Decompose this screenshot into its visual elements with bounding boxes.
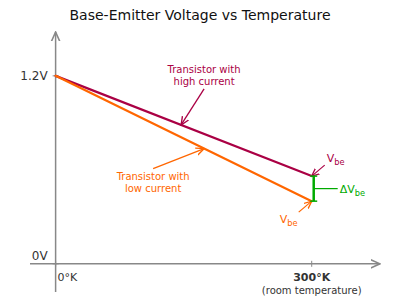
x-axis [30, 263, 380, 265]
x-tick-label: 0°K [58, 271, 78, 284]
end-label-arrow [312, 165, 325, 176]
annotation: Transistor withlow current [116, 171, 190, 194]
series-line [56, 76, 312, 176]
label-subscript: be [334, 157, 344, 167]
title: Base-Emitter Voltage vs Temperature [70, 7, 331, 23]
annotation-arrow [153, 149, 204, 169]
label-subscript: be [287, 218, 297, 228]
annotation-arrow [181, 89, 204, 125]
x-tick-label: 300°K [293, 271, 330, 284]
delta-label: ΔVbe [340, 183, 365, 198]
delta-cap [310, 175, 317, 177]
x-tick [311, 261, 312, 267]
annotation-line: Transistor with [116, 171, 190, 182]
x-axis-label: (room temperature) [262, 285, 362, 296]
y-tick-label: 0V [32, 249, 49, 263]
annotation-line: high current [174, 76, 235, 87]
label-subscript: be [355, 188, 365, 198]
end-label: Vbe [327, 152, 345, 167]
chart: Base-Emitter Voltage vs Temperature 0°K 30… [0, 0, 400, 306]
y-axis [55, 32, 57, 292]
annotation-line: low current [125, 183, 181, 194]
label-main: ΔV [340, 183, 356, 196]
series-line [56, 76, 312, 201]
annotation-line: Transistor with [167, 64, 241, 75]
y-tick-label: 1.2V [20, 69, 48, 83]
delta-leader [314, 188, 338, 189]
delta-cap [310, 200, 317, 202]
end-label-arrow [299, 201, 312, 212]
y-tick [53, 263, 59, 264]
series-group [56, 76, 312, 201]
end-label: Vbe [280, 213, 298, 228]
annotation: Transistor withhigh current [167, 64, 241, 87]
